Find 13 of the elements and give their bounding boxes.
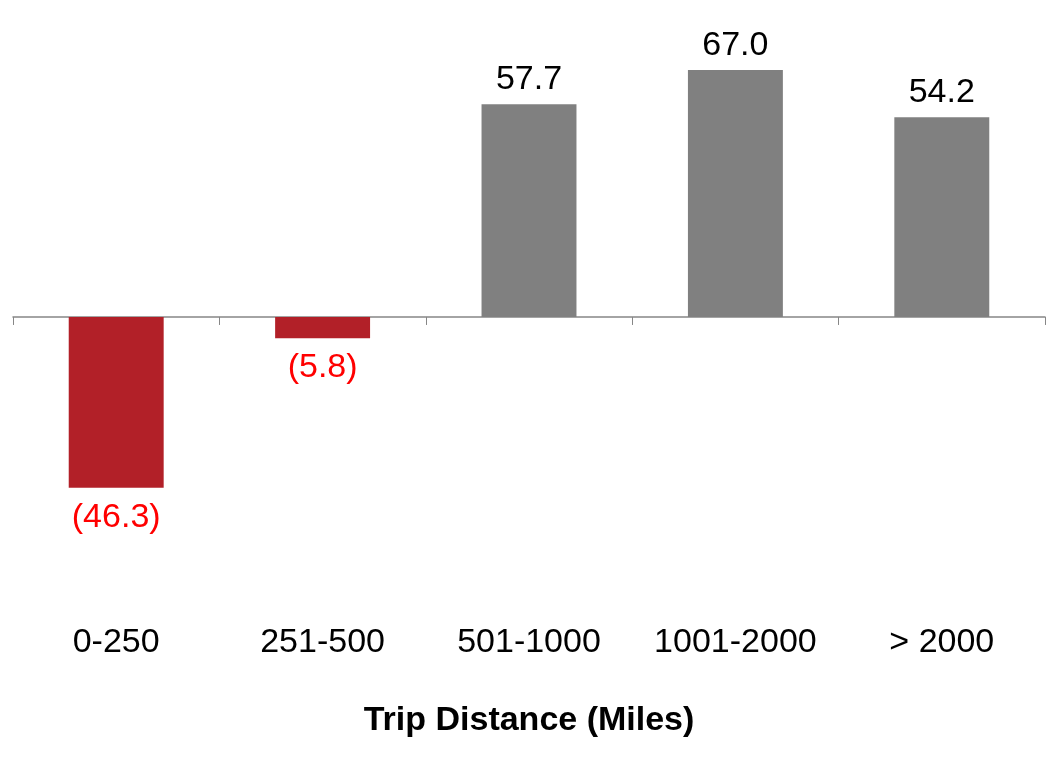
x-tick-label: 251-500 — [260, 621, 385, 659]
x-tick-label: > 2000 — [889, 621, 995, 659]
bar — [68, 316, 164, 488]
bar — [275, 316, 371, 339]
x-axis-title: Trip Distance (Miles) — [363, 699, 695, 737]
data-label: 54.2 — [908, 71, 975, 110]
data-label: 57.7 — [495, 58, 563, 97]
data-label: (46.3) — [71, 495, 161, 534]
x-tick-label: 0-250 — [72, 621, 160, 659]
data-label: (5.8) — [287, 346, 358, 385]
x-tick-label: 1001-2000 — [654, 621, 817, 659]
x-tick-label: 501-1000 — [457, 621, 601, 659]
data-label: 67.0 — [702, 23, 769, 62]
